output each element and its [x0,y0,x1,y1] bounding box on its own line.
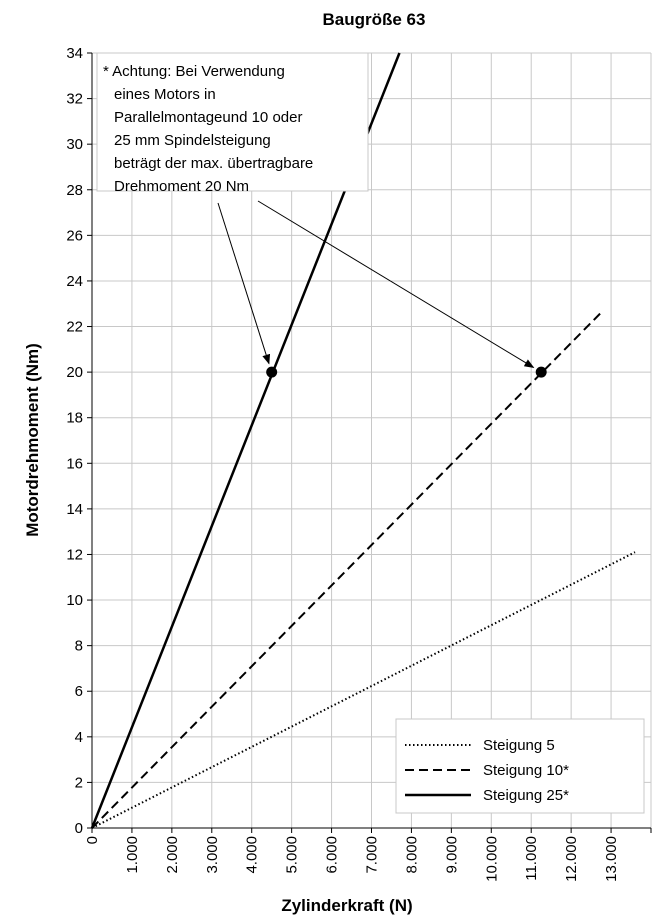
y-tick-label: 14 [66,501,83,518]
y-tick-label: 32 [66,91,83,108]
y-tick-label: 2 [75,774,83,791]
x-tick-label: 3.000 [204,836,221,874]
x-tick-label: 1.000 [124,836,141,874]
annotation-arrows [217,200,535,368]
annotation-arrow-2 [257,200,535,368]
marker-point-2 [535,366,547,378]
x-axis-label: Zylinderkraft (N) [281,896,412,915]
annotation-box [96,52,369,192]
legend-label-steigung-25: Steigung 25* [483,787,569,804]
x-tick-label: 13.000 [603,836,620,882]
annotation: * Achtung: Bei Verwendung eines Motors i… [96,52,369,195]
annotation-line-5: beträgt der max. übertragbare [114,155,313,172]
x-tick-label: 4.000 [244,836,261,874]
annotation-line-2: eines Motors in [114,86,216,103]
x-tick-label: 12.000 [563,836,580,882]
y-tick-label: 8 [75,638,83,655]
y-tick-label: 18 [66,410,83,427]
legend: Steigung 5 Steigung 10* Steigung 25* [395,718,645,814]
x-tick-label: 9.000 [443,836,460,874]
legend-label-steigung-5: Steigung 5 [483,737,555,754]
y-tick-label: 26 [66,227,83,244]
series-line-1 [91,551,636,829]
y-tick-label: 30 [66,136,83,153]
x-tick-label: 5.000 [284,836,301,874]
annotation-line-1: * Achtung: Bei Verwendung [103,63,285,80]
x-tick-labels: 0 1.000 2.000 3.000 4.000 5.000 6.000 7.000 8.00… [84,836,620,882]
x-tick-label: 0 [84,836,101,844]
y-tick-label: 0 [75,820,83,837]
y-tick-label: 22 [66,319,83,336]
grid [91,52,652,829]
series-line-2 [91,309,604,829]
legend-box [395,718,645,814]
y-tick-label: 10 [66,592,83,609]
y-tick-label: 24 [66,273,83,290]
x-tick-label: 10.000 [483,836,500,882]
annotation-arrow-1 [217,202,271,365]
markers [266,366,547,378]
annotation-line-6: Drehmoment 20 Nm [114,178,249,195]
x-tick-label: 6.000 [324,836,341,874]
y-tick-label: 6 [75,683,83,700]
y-tick-label: 4 [75,729,83,746]
x-tick-label: 8.000 [403,836,420,874]
annotation-line-4: 25 mm Spindelsteigung [114,132,271,149]
y-axis-label: Motordrehmoment (Nm) [23,343,42,537]
marker-point-1 [266,366,278,378]
y-tick-label: 12 [66,546,83,563]
axes [87,52,652,833]
x-tick-label: 7.000 [364,836,381,874]
y-tick-label: 16 [66,455,83,472]
x-tick-label: 11.000 [523,836,540,881]
y-tick-label: 20 [66,364,83,381]
legend-label-steigung-10: Steigung 10* [483,762,569,779]
x-tick-label: 2.000 [164,836,181,874]
y-tick-label: 28 [66,182,83,199]
y-tick-label: 34 [66,45,83,62]
annotation-line-3: Parallelmontageund 10 oder [114,109,302,126]
chart-title: Baugröße 63 [323,10,426,29]
